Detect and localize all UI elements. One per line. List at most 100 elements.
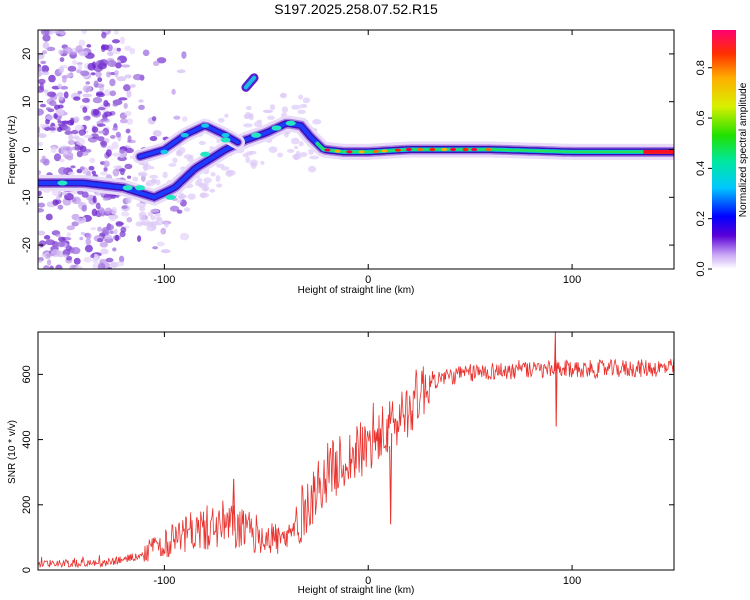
hot-spot — [471, 147, 478, 152]
snr-x-axis-label: Height of straight line (km) — [298, 585, 415, 596]
haze-speck — [299, 152, 308, 158]
noise-speck — [79, 166, 85, 171]
noise-speck — [56, 195, 61, 201]
noise-speck — [55, 233, 61, 238]
noise-speck — [160, 227, 167, 235]
snr-y-ticks: 0 200 400 600 — [21, 365, 674, 573]
noise-speck — [38, 133, 47, 139]
noise-speck — [113, 228, 118, 235]
haze-speck — [162, 171, 168, 179]
haze-speck — [177, 195, 184, 200]
noise-speck — [60, 85, 69, 90]
noise-speck — [79, 236, 84, 241]
noise-speck — [45, 107, 51, 111]
noise-speck — [111, 127, 119, 131]
hot-spot — [346, 150, 353, 154]
noise-speck — [111, 141, 119, 150]
haze-speck — [201, 182, 209, 186]
noise-speck — [58, 66, 65, 74]
noise-speck — [125, 147, 134, 154]
haze-speck — [268, 146, 278, 153]
noise-speck — [179, 232, 190, 241]
noise-speck — [62, 153, 68, 158]
ridge-blob — [160, 149, 169, 155]
noise-speck — [81, 204, 88, 212]
noise-speck — [45, 213, 53, 221]
noise-speck — [109, 90, 117, 97]
haze-speck — [245, 156, 250, 164]
noise-speck — [151, 116, 157, 122]
hot-spot — [381, 149, 388, 153]
noise-speck — [99, 241, 109, 248]
noise-speck — [118, 97, 128, 101]
noise-speck — [79, 130, 85, 137]
noise-speck — [41, 50, 48, 55]
noise-speck — [173, 115, 181, 120]
noise-speck — [149, 135, 158, 142]
noise-speck — [126, 216, 133, 223]
noise-speck — [85, 148, 92, 153]
noise-speck — [40, 60, 47, 65]
y-tick-label: -10 — [21, 189, 33, 205]
spectrogram-x-ticks: -100 0 100 — [153, 30, 581, 286]
noise-speck — [38, 202, 46, 208]
noise-speck — [142, 49, 150, 57]
haze-speck — [186, 155, 194, 163]
noise-speck — [114, 234, 120, 242]
noise-speck — [76, 190, 84, 195]
haze-speck — [308, 149, 314, 155]
noise-speck — [105, 257, 114, 263]
noise-speck — [85, 81, 91, 85]
snr-line — [38, 358, 674, 569]
noise-speck — [120, 114, 127, 119]
noise-speck — [91, 208, 98, 217]
haze-speck — [176, 151, 183, 157]
haze-speck — [164, 221, 169, 228]
noise-speck — [75, 137, 85, 146]
hot-spot — [395, 148, 402, 152]
noise-speck — [38, 259, 42, 264]
noise-speck — [171, 88, 176, 95]
spectrogram-y-axis-label: Frequency (Hz) — [7, 116, 18, 185]
noise-speck — [49, 30, 54, 36]
hot-spot — [441, 147, 448, 152]
haze-speck — [253, 121, 263, 128]
haze-speck — [198, 140, 206, 146]
noise-speck — [41, 71, 50, 75]
haze-speck — [263, 109, 274, 114]
ridge-blob — [122, 185, 133, 191]
haze-speck — [200, 192, 206, 199]
noise-speck — [66, 225, 75, 231]
noise-speck — [38, 71, 42, 78]
noise-speck — [152, 130, 162, 137]
noise-speck — [69, 117, 75, 126]
noise-speck — [97, 123, 106, 127]
haze-speck — [269, 104, 276, 111]
haze-speck — [298, 94, 304, 100]
noise-speck — [66, 155, 74, 161]
x-tick-label: -100 — [153, 274, 175, 286]
noise-speck — [70, 165, 76, 169]
y-tick-label: 0 — [21, 146, 33, 152]
noise-speck — [107, 60, 117, 68]
noise-speck — [97, 107, 106, 111]
noise-speck — [61, 76, 67, 83]
haze-speck — [210, 172, 216, 177]
x-tick-label: 0 — [365, 274, 371, 286]
noise-speck — [102, 197, 110, 201]
haze-speck — [195, 180, 200, 186]
noise-speck — [119, 148, 126, 154]
haze-speck — [260, 160, 265, 165]
colorbar-tick-label: 0.6 — [695, 110, 707, 125]
ridge-blob — [180, 132, 189, 138]
noise-speck — [123, 84, 131, 92]
noise-speck — [53, 112, 58, 119]
noise-speck — [85, 238, 92, 246]
haze-speck — [138, 211, 147, 217]
noise-speck — [107, 51, 114, 57]
noise-speck — [41, 155, 47, 163]
noise-speck — [46, 91, 57, 97]
noise-speck — [91, 170, 97, 175]
haze-speck — [279, 92, 287, 99]
